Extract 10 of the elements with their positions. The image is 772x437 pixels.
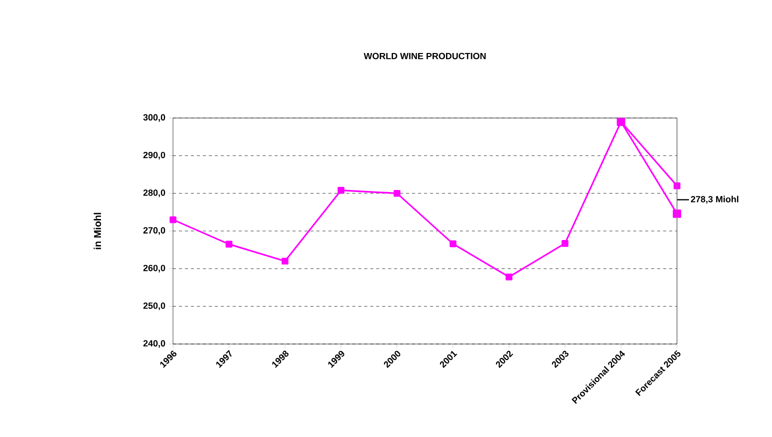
y-axis-title: in Miohl bbox=[94, 212, 102, 250]
chart-title: WORLD WINE PRODUCTION bbox=[364, 52, 486, 60]
y-tick-label: 250,0 bbox=[143, 302, 166, 310]
y-tick-label: 290,0 bbox=[143, 152, 166, 160]
y-tick-label: 270,0 bbox=[143, 227, 166, 235]
text: 278,3 Miohl bbox=[690, 196, 738, 204]
y-tick-label: 300,0 bbox=[143, 114, 166, 122]
y-tick-label: 240,0 bbox=[143, 340, 166, 348]
y-tick-label: 260,0 bbox=[143, 264, 166, 272]
y-tick-label: 280,0 bbox=[143, 190, 166, 198]
